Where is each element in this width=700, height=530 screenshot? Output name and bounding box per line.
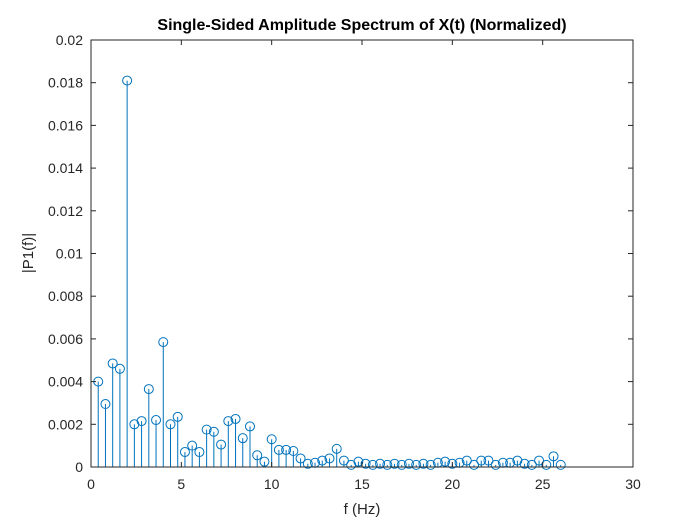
stem-marker <box>172 411 183 422</box>
stem-marker <box>252 450 263 461</box>
axes: 0 5 10 15 20 25 30 0 0.002 0.004 0.006 0.008 0.01 0.0… <box>48 32 641 492</box>
x-tick-label: 25 <box>535 476 551 492</box>
stem-marker <box>317 455 328 466</box>
y-tick-label: 0.01 <box>56 246 83 262</box>
x-tick-label: 10 <box>264 476 280 492</box>
stem-marker <box>541 459 552 470</box>
stem-marker <box>526 459 537 470</box>
y-tick-label: 0 <box>75 459 83 475</box>
stem-marker <box>367 459 378 470</box>
stem-marker <box>346 459 357 470</box>
x-tick-label: 0 <box>87 476 95 492</box>
stem-marker <box>425 459 436 470</box>
stem-series <box>93 75 566 470</box>
chart-title: Single-Sided Amplitude Spectrum of X(t) … <box>157 17 566 34</box>
stem-marker <box>216 439 227 450</box>
stem-marker <box>100 399 111 410</box>
stem-marker <box>201 424 212 435</box>
plot-area <box>91 40 633 467</box>
stem-marker <box>179 447 190 458</box>
x-axis-label: f (Hz) <box>344 501 381 518</box>
stem-marker <box>302 458 313 469</box>
stem-marker <box>208 426 219 437</box>
stem-marker <box>266 434 277 445</box>
stem-marker <box>259 456 270 467</box>
stem-marker <box>237 433 248 444</box>
x-tick-label: 20 <box>445 476 461 492</box>
plot-background <box>91 40 633 467</box>
stem-marker <box>555 459 566 470</box>
stem-marker <box>324 453 335 464</box>
stem-marker <box>389 458 400 469</box>
stem-marker <box>187 440 198 451</box>
y-tick-label: 0.014 <box>48 160 83 176</box>
stem-marker <box>281 444 292 455</box>
stem-marker <box>244 421 255 432</box>
stem-marker <box>360 458 371 469</box>
y-tick-label: 0.002 <box>48 416 83 432</box>
stem-marker <box>353 456 364 467</box>
y-tick-label: 0.016 <box>48 117 83 133</box>
stem-marker <box>403 458 414 469</box>
stem-marker <box>548 451 559 462</box>
y-tick-label: 0.008 <box>48 288 83 304</box>
stem-marker <box>194 447 205 458</box>
stem-marker <box>114 363 125 374</box>
stem-marker <box>223 416 234 427</box>
stem-marker <box>295 453 306 464</box>
y-tick-label: 0.006 <box>48 331 83 347</box>
stem-marker <box>512 455 523 466</box>
stem-marker <box>519 458 530 469</box>
stem-marker <box>440 456 451 467</box>
stem-marker <box>122 75 133 86</box>
stem-marker <box>476 455 487 466</box>
stem-marker <box>143 384 154 395</box>
stem-marker <box>375 458 386 469</box>
stem-marker <box>411 459 422 470</box>
stem-marker <box>534 455 545 466</box>
stem-marker <box>136 416 147 427</box>
x-tick-label: 30 <box>625 476 641 492</box>
y-tick-label: 0.018 <box>48 75 83 91</box>
x-tick-label: 15 <box>354 476 370 492</box>
stem-marker <box>158 337 169 348</box>
stem-marker <box>338 455 349 466</box>
stem-marker <box>461 455 472 466</box>
stem-marker <box>382 459 393 470</box>
x-tick-label: 5 <box>177 476 185 492</box>
stem-marker <box>483 455 494 466</box>
stem-marker <box>230 413 241 424</box>
stem-marker <box>288 445 299 456</box>
stem-marker <box>469 459 480 470</box>
y-tick-label: 0.02 <box>56 32 83 48</box>
stem-marker <box>165 419 176 430</box>
stem-marker <box>418 458 429 469</box>
stem-marker <box>447 458 458 469</box>
stem-marker <box>273 444 284 455</box>
stem-marker <box>107 358 118 369</box>
stem-marker <box>331 443 342 454</box>
stem-marker <box>490 459 501 470</box>
y-tick-label: 0.012 <box>48 203 83 219</box>
stem-marker <box>396 459 407 470</box>
y-axis-label: |P1(f)| <box>20 233 37 273</box>
stem-marker <box>129 419 140 430</box>
stem-marker <box>151 415 162 426</box>
y-tick-label: 0.004 <box>48 374 83 390</box>
